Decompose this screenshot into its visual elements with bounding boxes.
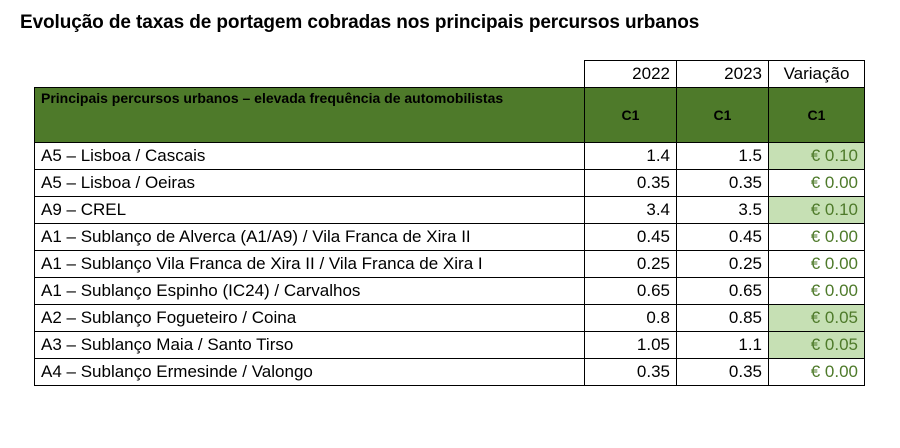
table-row: A1 – Sublanço Vila Franca de Xira II / V…: [34, 250, 865, 278]
year-2023-header: 2023: [676, 60, 769, 88]
value-2023-cell: 1.1: [676, 331, 769, 359]
table-row: A3 – Sublanço Maia / Santo Tirso 1.05 1.1 €…: [34, 331, 865, 359]
value-2023-cell: 1.5: [676, 142, 769, 170]
value-2022-cell: 1.05: [584, 331, 677, 359]
table-row: A2 – Sublanço Fogueteiro / Coina 0.8 0.85 €…: [34, 304, 865, 332]
table-row: A4 – Sublanço Ermesinde / Valongo 0.35 0.3…: [34, 358, 865, 386]
value-2022-cell: 0.35: [584, 358, 677, 386]
variation-cell: € 0.00: [768, 250, 865, 278]
value-2022-cell: 0.25: [584, 250, 677, 278]
variation-cell: € 0.00: [768, 169, 865, 197]
value-2022-cell: 0.65: [584, 277, 677, 305]
variation-cell: € 0.10: [768, 196, 865, 224]
route-cell: A1 – Sublanço Vila Franca de Xira II / V…: [34, 250, 585, 278]
year-2022-header: 2022: [584, 60, 677, 88]
value-2023-cell: 0.65: [676, 277, 769, 305]
variation-cell: € 0.10: [768, 142, 865, 170]
value-2023-cell: 0.35: [676, 358, 769, 386]
section-header-row: Principais percursos urbanos – elevada f…: [34, 87, 865, 143]
variation-cell: € 0.00: [768, 358, 865, 386]
table-row: A1 – Sublanço Espinho (IC24) / Carvalhos…: [34, 277, 865, 305]
class-header-2023: C1: [676, 87, 769, 143]
section-header: Principais percursos urbanos – elevada f…: [34, 87, 585, 143]
route-cell: A5 – Lisboa / Oeiras: [34, 169, 585, 197]
toll-table: 2022 2023 Variação Principais percursos …: [34, 60, 865, 386]
variation-cell: € 0.05: [768, 331, 865, 359]
year-header-row: 2022 2023 Variação: [34, 60, 865, 88]
variation-cell: € 0.05: [768, 304, 865, 332]
value-2022-cell: 0.8: [584, 304, 677, 332]
table-row: A5 – Lisboa / Oeiras 0.35 0.35 € 0.00: [34, 169, 865, 197]
variation-cell: € 0.00: [768, 223, 865, 251]
table-row: A1 – Sublanço de Alverca (A1/A9) / Vila …: [34, 223, 865, 251]
blank-cell: [34, 60, 585, 88]
value-2022-cell: 3.4: [584, 196, 677, 224]
table-row: A5 – Lisboa / Cascais 1.4 1.5 € 0.10: [34, 142, 865, 170]
value-2023-cell: 0.85: [676, 304, 769, 332]
value-2023-cell: 0.25: [676, 250, 769, 278]
value-2022-cell: 0.35: [584, 169, 677, 197]
route-cell: A1 – Sublanço Espinho (IC24) / Carvalhos: [34, 277, 585, 305]
route-cell: A4 – Sublanço Ermesinde / Valongo: [34, 358, 585, 386]
route-cell: A2 – Sublanço Fogueteiro / Coina: [34, 304, 585, 332]
value-2022-cell: 0.45: [584, 223, 677, 251]
class-header-variation: C1: [768, 87, 865, 143]
value-2023-cell: 0.35: [676, 169, 769, 197]
table-row: A9 – CREL 3.4 3.5 € 0.10: [34, 196, 865, 224]
variation-header: Variação: [768, 60, 865, 88]
route-cell: A1 – Sublanço de Alverca (A1/A9) / Vila …: [34, 223, 585, 251]
variation-cell: € 0.00: [768, 277, 865, 305]
value-2023-cell: 3.5: [676, 196, 769, 224]
class-header-2022: C1: [584, 87, 677, 143]
route-cell: A3 – Sublanço Maia / Santo Tirso: [34, 331, 585, 359]
page-title: Evolução de taxas de portagem cobradas n…: [20, 12, 700, 33]
route-cell: A9 – CREL: [34, 196, 585, 224]
value-2023-cell: 0.45: [676, 223, 769, 251]
route-cell: A5 – Lisboa / Cascais: [34, 142, 585, 170]
value-2022-cell: 1.4: [584, 142, 677, 170]
